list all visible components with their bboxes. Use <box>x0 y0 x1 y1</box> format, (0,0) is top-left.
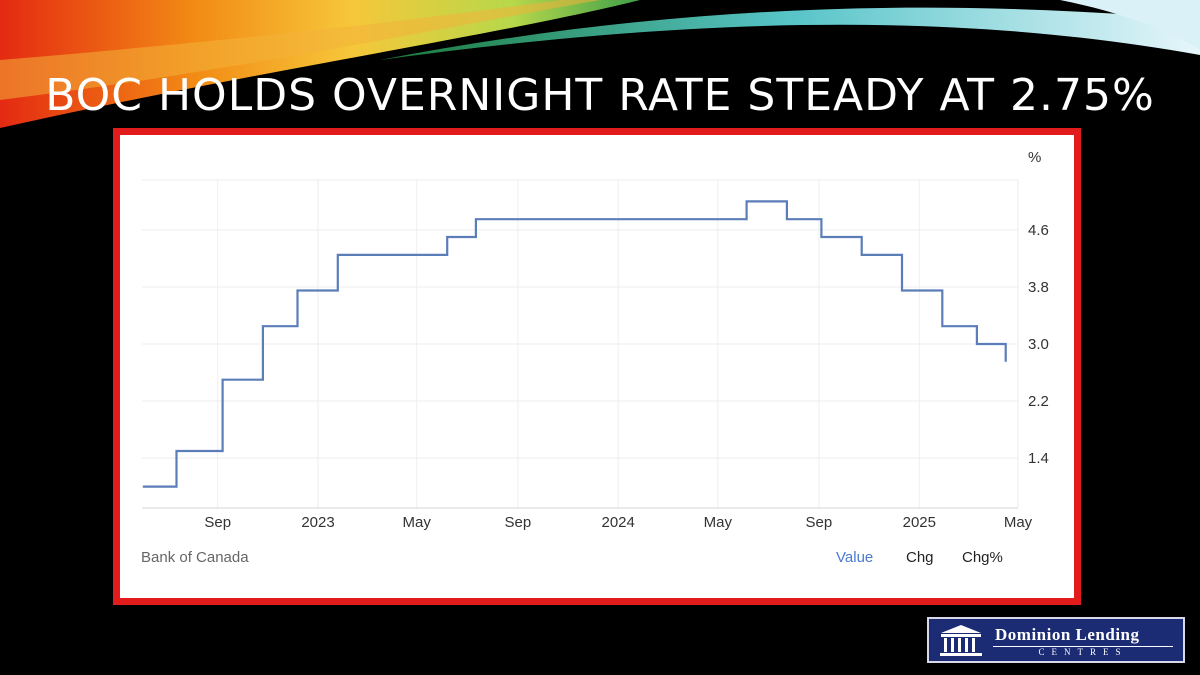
y-tick-label: 3.8 <box>1028 279 1049 296</box>
y-tick-label: 2.2 <box>1028 393 1049 410</box>
tab-chg[interactable]: Chg <box>906 549 934 566</box>
y-tick-label: 4.6 <box>1028 222 1049 239</box>
x-axis-ticks: Sep 2023 May Sep 2024 May Sep 2025 May <box>204 514 1032 531</box>
x-tick-label: May <box>1004 514 1033 531</box>
x-tick-label: 2024 <box>602 514 635 531</box>
y-tick-label: 3.0 <box>1028 336 1049 353</box>
x-tick-label: 2025 <box>903 514 936 531</box>
x-tick-label: Sep <box>505 514 532 531</box>
source-label: Bank of Canada <box>141 549 249 566</box>
unit-label: % <box>1028 149 1041 166</box>
decorative-swoosh <box>0 0 1200 128</box>
dominion-lending-logo: Dominion Lending CENTRES <box>927 617 1185 663</box>
tab-value[interactable]: Value <box>836 549 873 566</box>
series-line <box>142 200 1007 488</box>
x-tick-label: Sep <box>806 514 833 531</box>
chart-grid <box>142 179 1019 508</box>
x-tick-label: 2023 <box>301 514 334 531</box>
y-tick-label: 1.4 <box>1028 450 1049 467</box>
chart-frame: Sep 2023 May Sep 2024 May Sep 2025 May 1.4 2.2 3.0… <box>113 128 1081 605</box>
chart: Sep 2023 May Sep 2024 May Sep 2025 May 1.4 2.2 3.0… <box>141 149 1049 566</box>
building-columns-icon <box>940 625 982 656</box>
x-tick-label: May <box>403 514 432 531</box>
x-tick-label: Sep <box>204 514 231 531</box>
logo-divider <box>993 646 1173 647</box>
x-tick-label: May <box>704 514 733 531</box>
logo-subtitle: CENTRES <box>1038 647 1128 657</box>
y-axis-ticks: 1.4 2.2 3.0 3.8 4.6 <box>1028 222 1049 467</box>
logo-wordmark: Dominion Lending <box>995 625 1140 644</box>
tab-chg-pct[interactable]: Chg% <box>962 549 1003 566</box>
slide-title: BOC HOLDS OVERNIGHT RATE STEADY AT 2.75% <box>45 70 1155 121</box>
